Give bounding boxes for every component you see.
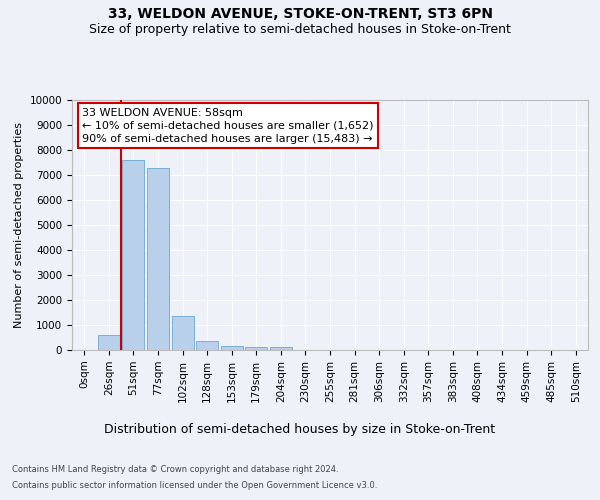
Bar xyxy=(147,168,169,350)
Bar xyxy=(122,160,145,350)
Text: Size of property relative to semi-detached houses in Stoke-on-Trent: Size of property relative to semi-detach… xyxy=(89,22,511,36)
Bar xyxy=(98,335,120,350)
Bar xyxy=(245,346,268,350)
Text: 33 WELDON AVENUE: 58sqm
← 10% of semi-detached houses are smaller (1,652)
90% of: 33 WELDON AVENUE: 58sqm ← 10% of semi-de… xyxy=(82,108,374,144)
Bar xyxy=(172,316,194,350)
Bar xyxy=(221,346,243,350)
Text: 33, WELDON AVENUE, STOKE-ON-TRENT, ST3 6PN: 33, WELDON AVENUE, STOKE-ON-TRENT, ST3 6… xyxy=(107,8,493,22)
Text: Contains public sector information licensed under the Open Government Licence v3: Contains public sector information licen… xyxy=(12,481,377,490)
Y-axis label: Number of semi-detached properties: Number of semi-detached properties xyxy=(14,122,24,328)
Bar xyxy=(270,348,292,350)
Text: Distribution of semi-detached houses by size in Stoke-on-Trent: Distribution of semi-detached houses by … xyxy=(104,422,496,436)
Text: Contains HM Land Registry data © Crown copyright and database right 2024.: Contains HM Land Registry data © Crown c… xyxy=(12,465,338,474)
Bar xyxy=(196,341,218,350)
